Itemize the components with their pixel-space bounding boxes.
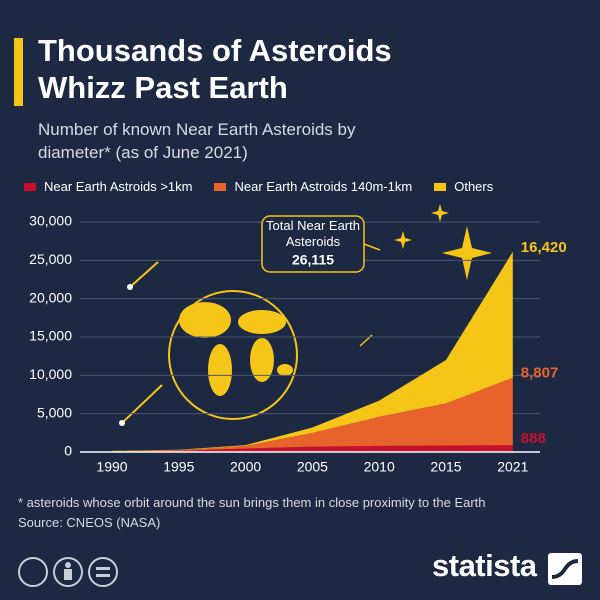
y-tick-label: 20,000 [29, 289, 72, 305]
y-tick-label: 30,000 [29, 213, 72, 229]
footnote-block: * asteroids whose orbit around the sun b… [18, 493, 598, 533]
x-tick-label: 2000 [230, 459, 261, 475]
axes: 0 5,000 10,000 15,000 20,000 25,000 30,000 1990… [29, 213, 540, 475]
brand: statista [432, 548, 537, 583]
legend-swatch [434, 182, 447, 191]
y-tick-label: 0 [64, 443, 72, 459]
legend: Near Earth Astroids >1km Near Earth Astro… [24, 179, 493, 194]
source: Source: CNEOS (NASA) [18, 515, 161, 530]
area [112, 251, 513, 452]
area [112, 445, 513, 452]
decoration [119, 204, 492, 426]
legend-item: Near Earth Astroids >1km [24, 179, 192, 194]
x-tick-label: 1990 [96, 459, 127, 475]
x-tick-label: 2021 [497, 459, 528, 475]
areas: 888 8,807 16,420 [112, 239, 567, 452]
legend-item: Near Earth Astroids 140m-1km [214, 179, 412, 194]
legend-label: Others [454, 179, 494, 194]
x-tick-label: 2005 [297, 459, 328, 475]
chart: 888 8,807 16,420 0 5,000 10,000 15,000 20,000 2… [29, 204, 567, 475]
x-tick-label: 2010 [364, 459, 395, 475]
footnote: * asteroids whose orbit around the sun b… [18, 495, 486, 510]
brand-icon [548, 553, 582, 585]
value-label: 16,420 [521, 239, 567, 256]
total-callout: Total Near Earth Asteroids 26,115 [261, 215, 381, 273]
y-tick-label: 5,000 [37, 404, 72, 420]
legend-swatch [214, 182, 227, 191]
callout-text: Total Near Earth Asteroids [266, 218, 360, 249]
x-tick-label: 1995 [163, 459, 194, 475]
chart-title: Thousands of Asteroids Whizz Past Earth [38, 33, 392, 105]
y-tick-label: 15,000 [29, 328, 72, 344]
legend-label: Near Earth Astroids >1km [44, 179, 193, 194]
legend-item: Others [434, 179, 493, 194]
x-tick-label: 2015 [430, 459, 461, 475]
value-label: 888 [521, 430, 546, 447]
y-tick-label: 25,000 [29, 251, 72, 267]
accent-bar [14, 38, 23, 106]
legend-label: Near Earth Astroids 140m-1km [234, 179, 413, 194]
license-icons [18, 557, 118, 587]
callout-total: 26,115 [292, 252, 334, 268]
value-label: 8,807 [521, 365, 559, 382]
legend-swatch [24, 182, 36, 191]
area [112, 377, 513, 452]
chart-subtitle: Number of known Near Earth Asteroids by … [38, 120, 356, 162]
y-tick-label: 10,000 [29, 366, 72, 382]
